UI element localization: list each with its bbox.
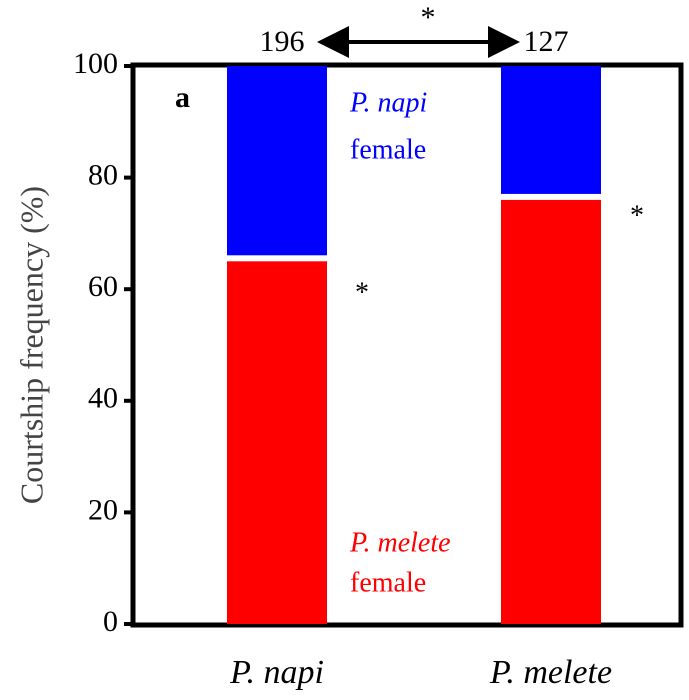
- bar-segment: [227, 66, 327, 256]
- bar-segment: [501, 199, 601, 625]
- legend-name: P. melete: [349, 527, 451, 558]
- count-label: 196: [260, 25, 305, 58]
- count-label: 127: [524, 25, 569, 58]
- bar-segment: [227, 261, 327, 624]
- y-tick-label: 20: [88, 493, 118, 526]
- panel-label: a: [175, 81, 190, 114]
- legend-sublabel: female: [350, 134, 426, 165]
- legend-sublabel: female: [350, 567, 426, 598]
- x-tick-label: P. napi: [229, 654, 324, 691]
- y-tick-label: 40: [88, 382, 118, 415]
- comparison-mark: *: [421, 1, 436, 34]
- y-tick-label: 0: [103, 605, 118, 638]
- y-tick-label: 60: [88, 270, 118, 303]
- bar-mark: *: [355, 277, 369, 308]
- plot-frame: [130, 62, 684, 628]
- y-tick-label: 100: [73, 47, 118, 80]
- x-tick-label: P. melete: [489, 654, 612, 691]
- y-tick-label: 80: [88, 158, 118, 191]
- bar-segment: [501, 66, 601, 194]
- y-axis-label: Courtship frequency (%): [13, 186, 49, 504]
- legend-name: P. napi: [349, 87, 427, 118]
- bar-mark: *: [630, 200, 644, 231]
